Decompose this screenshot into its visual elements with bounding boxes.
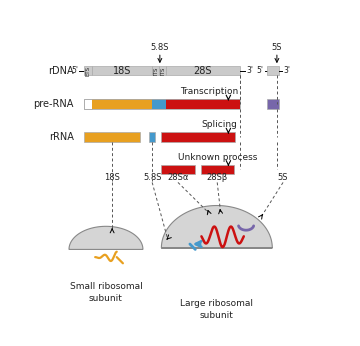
Bar <box>267 66 279 75</box>
Bar <box>267 99 279 109</box>
Text: rRNA: rRNA <box>49 132 74 142</box>
Text: ITS: ITS <box>153 66 158 75</box>
Bar <box>92 66 152 75</box>
Text: Splicing: Splicing <box>202 120 237 129</box>
Text: 3': 3' <box>284 66 291 75</box>
Text: Transcription: Transcription <box>180 87 238 96</box>
Bar <box>84 99 240 109</box>
Bar <box>149 133 155 142</box>
Text: ITS: ITS <box>160 66 165 75</box>
Text: rDNA: rDNA <box>48 66 74 76</box>
Polygon shape <box>161 206 272 248</box>
Polygon shape <box>69 226 143 249</box>
Text: 5S: 5S <box>278 173 288 182</box>
Bar <box>84 99 92 109</box>
Bar <box>161 133 235 142</box>
Bar <box>161 165 194 174</box>
Bar <box>166 99 240 109</box>
Text: 28S: 28S <box>194 66 212 76</box>
Bar <box>92 99 152 109</box>
Text: 5.8S: 5.8S <box>143 173 161 182</box>
Text: 3': 3' <box>246 66 253 75</box>
Bar <box>166 66 240 75</box>
Text: 5': 5' <box>257 66 264 75</box>
Bar <box>159 99 166 109</box>
Bar <box>84 66 92 75</box>
Text: pre-RNA: pre-RNA <box>33 99 74 109</box>
Bar <box>152 99 159 109</box>
Text: Small ribosomal
subunit: Small ribosomal subunit <box>69 282 142 302</box>
Bar <box>84 133 140 142</box>
Text: 5.8S: 5.8S <box>150 43 169 52</box>
Text: 5S: 5S <box>272 43 282 52</box>
Text: Unknown process: Unknown process <box>178 153 258 162</box>
Text: 28Sβ: 28Sβ <box>207 173 228 182</box>
Bar <box>159 66 166 75</box>
Text: ETS: ETS <box>86 66 91 76</box>
Text: 28Sα: 28Sα <box>167 173 189 182</box>
Text: 5': 5' <box>71 66 78 75</box>
Bar <box>201 165 234 174</box>
Text: 18S: 18S <box>113 66 131 76</box>
Bar <box>152 66 159 75</box>
Text: 18S: 18S <box>104 173 120 182</box>
Text: Large ribosomal
subunit: Large ribosomal subunit <box>180 300 253 320</box>
